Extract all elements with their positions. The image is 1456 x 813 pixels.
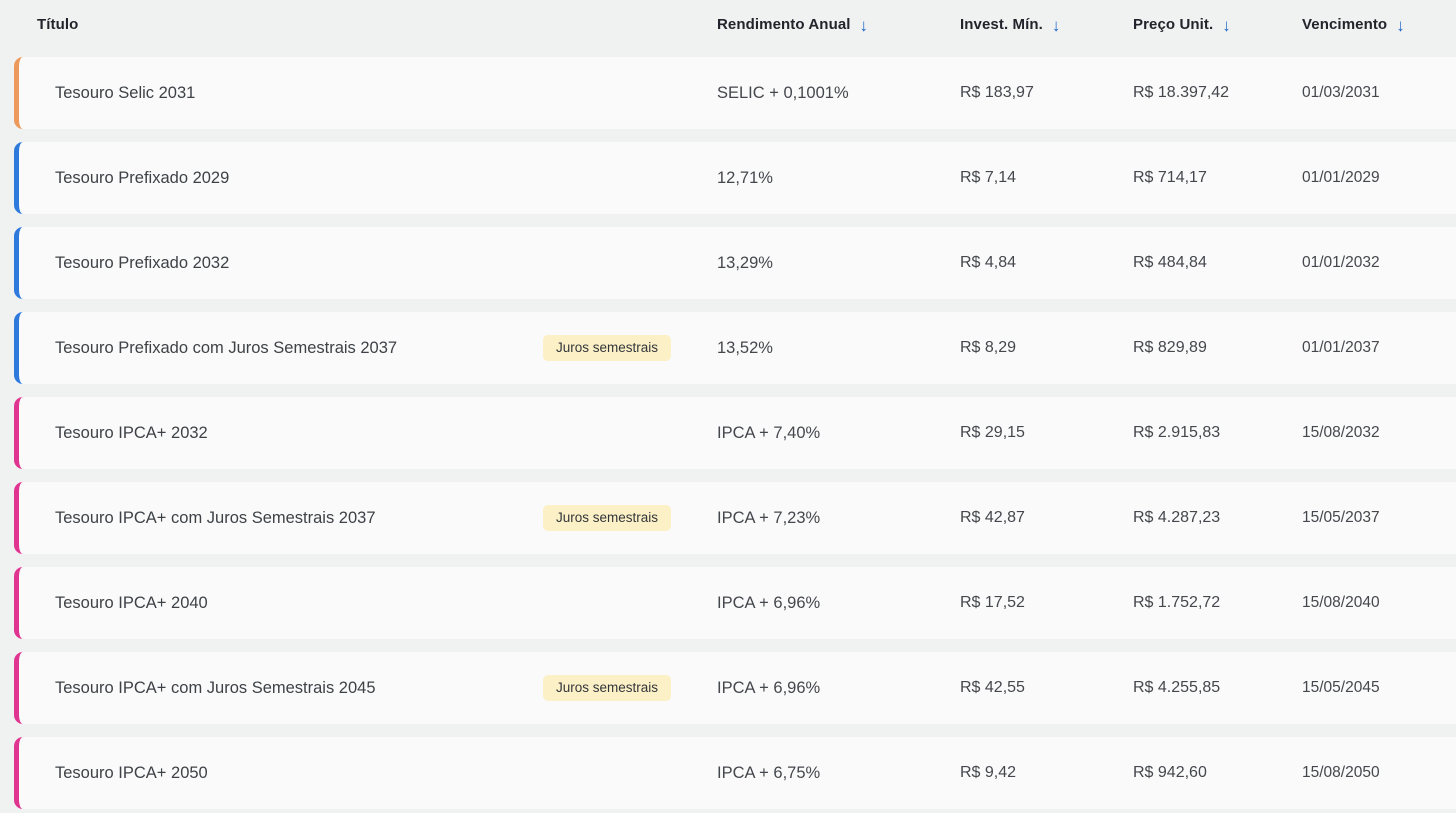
bond-vencimento: 15/08/2050: [1302, 764, 1380, 781]
bond-title: Tesouro IPCA+ 2050: [55, 763, 208, 782]
sort-down-icon: ↓: [1051, 15, 1061, 35]
column-header-vencimento[interactable]: Vencimento ↓: [1302, 15, 1456, 35]
bond-preco-unit: R$ 714,17: [1133, 169, 1207, 186]
bond-rendimento: 12,71%: [717, 168, 773, 187]
sort-down-icon: ↓: [1222, 15, 1231, 35]
bond-vencimento: 15/05/2045: [1302, 679, 1380, 696]
bond-rendimento: 13,52%: [717, 338, 773, 357]
bond-rendimento: IPCA + 6,75%: [717, 763, 821, 782]
column-header-titulo-label: Título: [37, 15, 79, 33]
table-row-tesouro-ipca-juros-semestrais-2045[interactable]: Tesouro IPCA+ com Juros Semestrais 2045 …: [14, 652, 1456, 724]
column-header-rendimento-anual-label: Rendimento Anual: [717, 15, 851, 33]
bond-title: Tesouro IPCA+ com Juros Semestrais 2045: [55, 678, 376, 697]
column-header-preco-unit[interactable]: Preço Unit. ↓: [1133, 15, 1302, 35]
bond-rows-list: Tesouro Selic 2031 SELIC + 0,1001% R$ 18…: [0, 57, 1456, 809]
bond-preco-unit: R$ 2.915,83: [1133, 424, 1221, 441]
bond-preco-unit: R$ 18.397,42: [1133, 84, 1230, 101]
bond-title: Tesouro Prefixado 2032: [55, 253, 230, 272]
bond-preco-unit: R$ 1.752,72: [1133, 594, 1221, 611]
bond-vencimento: 01/01/2032: [1302, 254, 1380, 271]
bond-title: Tesouro IPCA+ 2040: [55, 593, 208, 612]
column-header-titulo: Título: [37, 16, 717, 33]
sort-down-icon: ↓: [859, 15, 869, 35]
bond-title: Tesouro Prefixado 2029: [55, 168, 230, 187]
bond-vencimento: 15/05/2037: [1302, 509, 1380, 526]
badge-cell: Juros semestrais: [543, 335, 717, 361]
table-header: Título Rendimento Anual ↓ Invest. Mín. ↓…: [0, 0, 1456, 48]
bond-invest-min: R$ 17,52: [960, 594, 1025, 611]
column-header-invest-min[interactable]: Invest. Mín. ↓: [960, 15, 1133, 35]
table-row-tesouro-ipca-2040[interactable]: Tesouro IPCA+ 2040 IPCA + 6,96% R$ 17,52…: [14, 567, 1456, 639]
badge-cell: Juros semestrais: [543, 675, 717, 701]
bond-vencimento: 01/03/2031: [1302, 84, 1380, 101]
badge-cell: Juros semestrais: [543, 505, 717, 531]
bond-vencimento: 15/08/2040: [1302, 594, 1380, 611]
bond-invest-min: R$ 29,15: [960, 424, 1025, 441]
bond-title: Tesouro Selic 2031: [55, 83, 196, 102]
bond-preco-unit: R$ 942,60: [1133, 764, 1207, 781]
bond-vencimento: 15/08/2032: [1302, 424, 1380, 441]
bond-preco-unit: R$ 484,84: [1133, 254, 1207, 271]
bond-preco-unit: R$ 829,89: [1133, 339, 1207, 356]
column-header-invest-min-label: Invest. Mín.: [960, 15, 1043, 33]
bond-invest-min: R$ 42,87: [960, 509, 1025, 526]
bond-title: Tesouro Prefixado com Juros Semestrais 2…: [55, 338, 398, 357]
bond-rendimento: IPCA + 7,40%: [717, 423, 821, 442]
table-row-tesouro-prefixado-2029[interactable]: Tesouro Prefixado 2029 12,71% R$ 7,14 R$…: [14, 142, 1456, 214]
juros-semestrais-badge: Juros semestrais: [543, 675, 672, 701]
bond-rendimento: IPCA + 7,23%: [717, 508, 821, 527]
column-header-preco-unit-label: Preço Unit.: [1133, 15, 1214, 33]
table-row-tesouro-prefixado-2032[interactable]: Tesouro Prefixado 2032 13,29% R$ 4,84 R$…: [14, 227, 1456, 299]
table-row-tesouro-prefixado-juros-semestrais-2037[interactable]: Tesouro Prefixado com Juros Semestrais 2…: [14, 312, 1456, 384]
bond-title: Tesouro IPCA+ com Juros Semestrais 2037: [55, 508, 376, 527]
bond-vencimento: 01/01/2037: [1302, 339, 1380, 356]
bond-invest-min: R$ 8,29: [960, 339, 1017, 356]
bond-invest-min: R$ 9,42: [960, 764, 1017, 781]
bond-invest-min: R$ 183,97: [960, 84, 1034, 101]
bond-preco-unit: R$ 4.287,23: [1133, 509, 1221, 526]
table-row-tesouro-selic-2031[interactable]: Tesouro Selic 2031 SELIC + 0,1001% R$ 18…: [14, 57, 1456, 129]
bond-invest-min: R$ 4,84: [960, 254, 1017, 271]
juros-semestrais-badge: Juros semestrais: [543, 335, 672, 361]
bond-title: Tesouro IPCA+ 2032: [55, 423, 208, 442]
table-row-tesouro-ipca-juros-semestrais-2037[interactable]: Tesouro IPCA+ com Juros Semestrais 2037 …: [14, 482, 1456, 554]
bond-preco-unit: R$ 4.255,85: [1133, 679, 1221, 696]
bond-invest-min: R$ 42,55: [960, 679, 1025, 696]
sort-down-icon: ↓: [1396, 15, 1405, 35]
bond-rendimento: SELIC + 0,1001%: [717, 83, 849, 102]
column-header-rendimento-anual[interactable]: Rendimento Anual ↓: [717, 15, 960, 35]
bond-vencimento: 01/01/2029: [1302, 169, 1380, 186]
table-row-tesouro-ipca-2050[interactable]: Tesouro IPCA+ 2050 IPCA + 6,75% R$ 9,42 …: [14, 737, 1456, 809]
table-row-tesouro-ipca-2032[interactable]: Tesouro IPCA+ 2032 IPCA + 7,40% R$ 29,15…: [14, 397, 1456, 469]
bond-invest-min: R$ 7,14: [960, 169, 1017, 186]
bond-rendimento: 13,29%: [717, 253, 773, 272]
juros-semestrais-badge: Juros semestrais: [543, 505, 672, 531]
bond-rendimento: IPCA + 6,96%: [717, 593, 821, 612]
bond-rendimento: IPCA + 6,96%: [717, 678, 821, 697]
column-header-vencimento-label: Vencimento: [1302, 15, 1388, 33]
